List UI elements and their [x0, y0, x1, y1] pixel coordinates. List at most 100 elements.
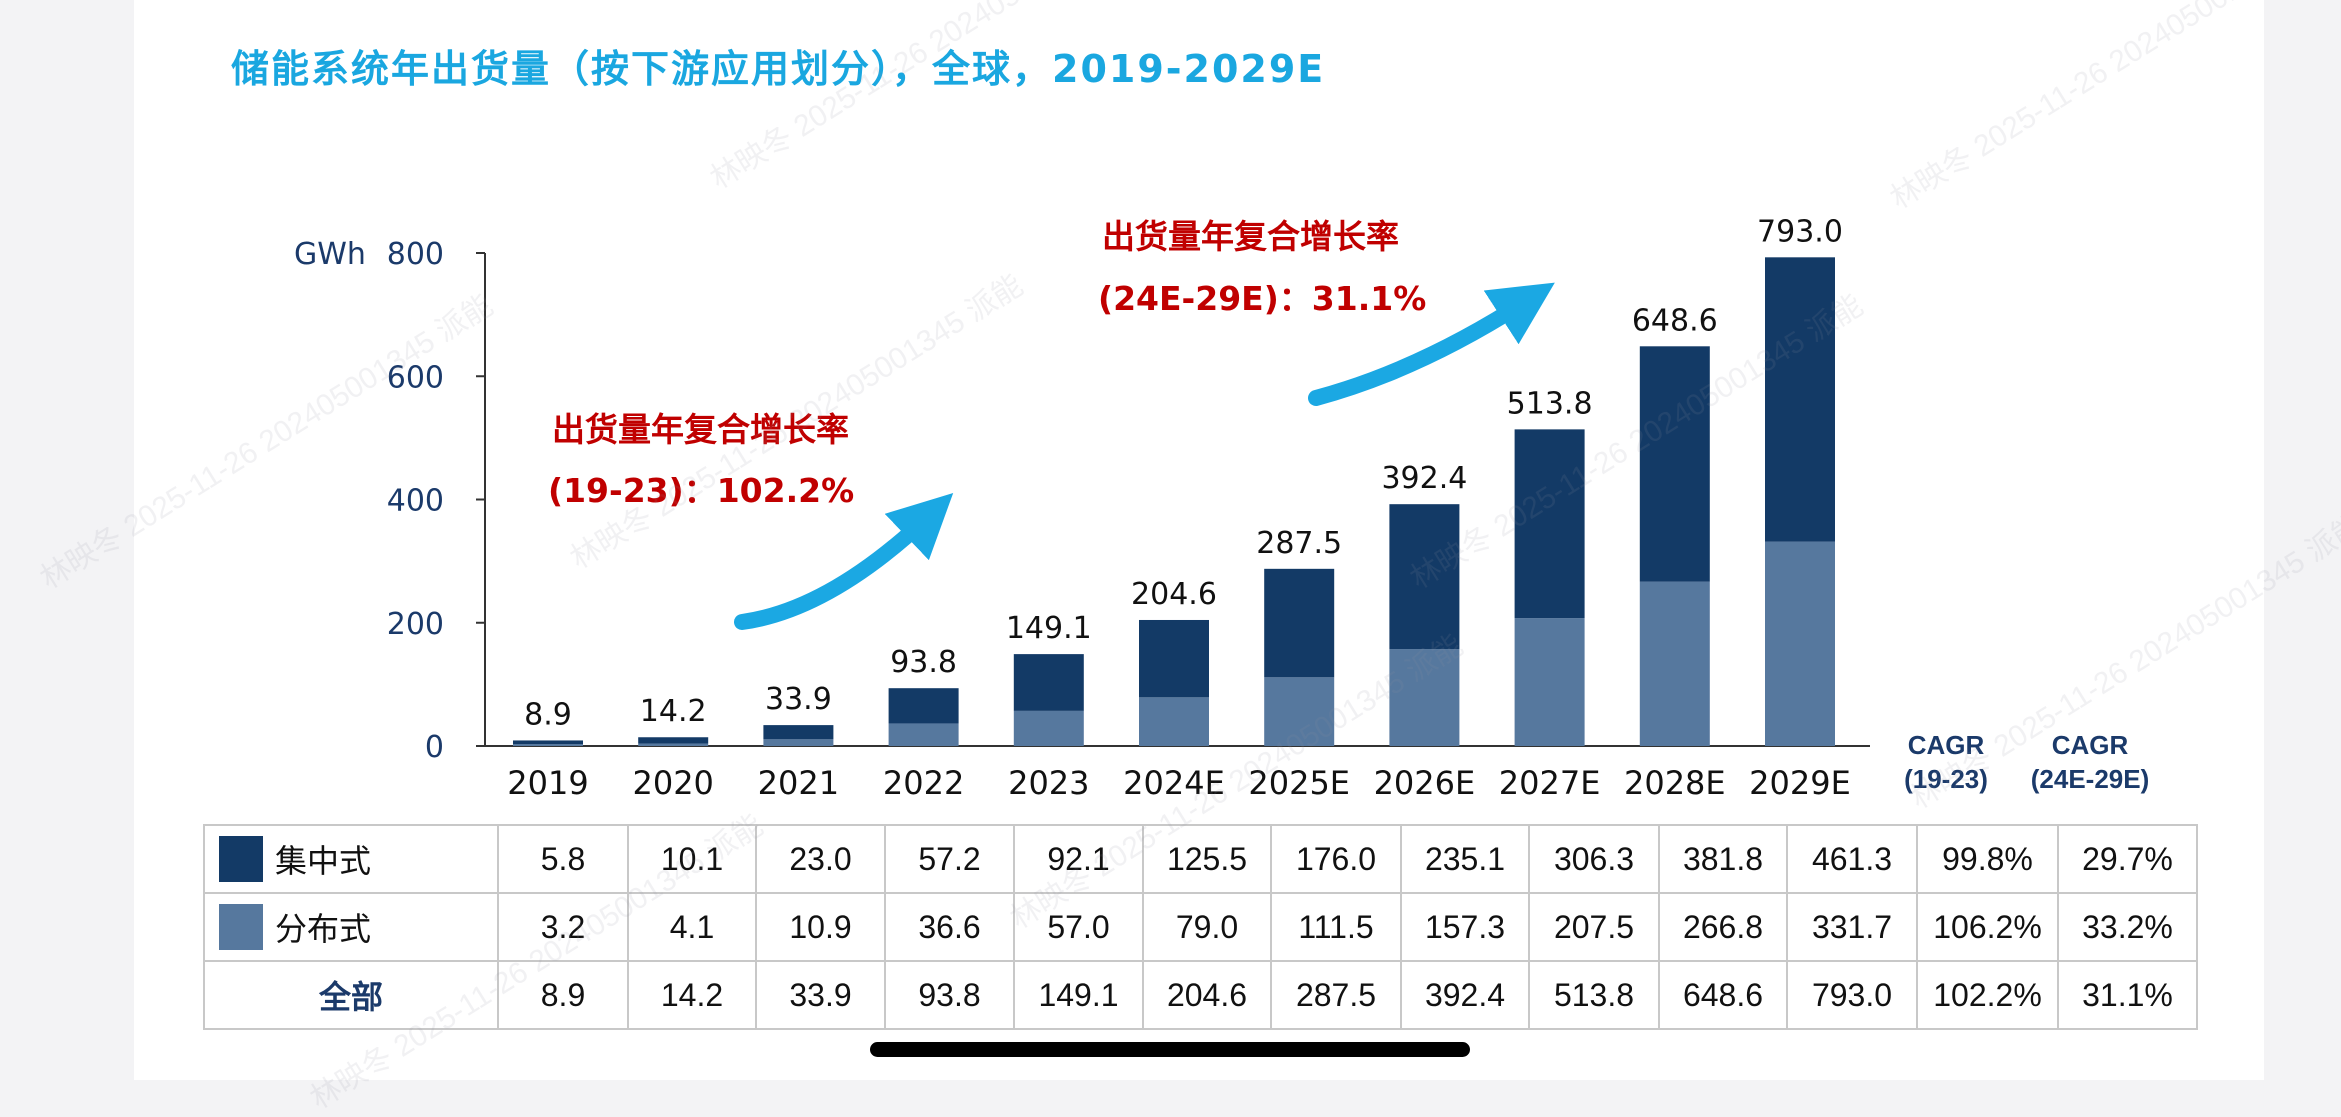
- value-cell: 36.6: [884, 892, 1015, 962]
- x-tick-label: 2022: [883, 764, 964, 802]
- value-cell: 331.7: [1786, 892, 1918, 962]
- bar-segment: [638, 737, 709, 744]
- table-row: 全部 8.9 14.2 33.9 93.8 149.1 204.6 287.5 392.4 513…: [203, 960, 2198, 1030]
- value-cell: 92.1: [1013, 824, 1144, 894]
- bar-total-label: 14.2: [640, 694, 707, 729]
- value-cell: 57.2: [884, 824, 1015, 894]
- bar-segment: [513, 744, 583, 746]
- value-cell: 93.8: [884, 960, 1015, 1030]
- y-tick-label: 600: [387, 360, 444, 395]
- cagr-annotation-2-value: (24E-29E)：31.1%: [1098, 279, 1427, 318]
- cagr-header: CAGR: [2052, 730, 2129, 760]
- bar-total-label: 33.9: [765, 682, 832, 717]
- bar-segment: [763, 725, 834, 740]
- bar-segment: [763, 739, 834, 746]
- cagr-cell: 102.2%: [1916, 960, 2059, 1030]
- bar-segment: [1013, 654, 1084, 711]
- cagr-header-period: (24E-29E): [2031, 764, 2150, 794]
- value-cell: 10.1: [627, 824, 757, 894]
- value-cell: 235.1: [1400, 824, 1530, 894]
- chart-title: 储能系统年出货量（按下游应用划分），全球，2019-2029E: [231, 47, 1326, 91]
- value-cell: 8.9: [497, 960, 629, 1030]
- value-cell: 5.8: [497, 824, 629, 894]
- stacked-bar-chart: 0 200 400 600 800 GWh 2019 2020 2021 2022 2023 2024…: [294, 214, 2150, 802]
- bar-segment: [1765, 541, 1835, 746]
- growth-arrow-1: [734, 492, 954, 630]
- value-cell: 266.8: [1658, 892, 1788, 962]
- table-row: 分布式 3.2 4.1 10.9 36.6 57.0 79.0 111.5 157.3 207.5…: [203, 892, 2198, 962]
- bar-total-label: 204.6: [1131, 577, 1217, 612]
- bar-segment: [1389, 649, 1460, 746]
- value-cell: 111.5: [1270, 892, 1402, 962]
- x-tick-label: 2028E: [1624, 764, 1726, 802]
- bar-segment: [1013, 710, 1084, 746]
- x-tick-label: 2024E: [1123, 764, 1225, 802]
- value-cell: 3.2: [497, 892, 629, 962]
- value-cell: 79.0: [1142, 892, 1272, 962]
- value-cell: 204.6: [1142, 960, 1272, 1030]
- x-tick-label: 2023: [1008, 764, 1089, 802]
- x-tick-label: 2026E: [1374, 764, 1476, 802]
- x-tick-label: 2027E: [1499, 764, 1601, 802]
- y-tick-label: 200: [387, 607, 444, 642]
- value-cell: 392.4: [1400, 960, 1530, 1030]
- cagr-header: CAGR: [1908, 730, 1985, 760]
- bar-segment: [1264, 677, 1335, 746]
- legend-swatch: [219, 836, 263, 882]
- value-cell: 157.3: [1400, 892, 1530, 962]
- value-cell: 287.5: [1270, 960, 1402, 1030]
- bar-total-label: 93.8: [890, 645, 957, 680]
- bar-segment: [1639, 346, 1710, 582]
- x-tick-label: 2029E: [1749, 764, 1851, 802]
- cagr-header-period: (19-23): [1904, 764, 1988, 794]
- row-label: 分布式: [203, 892, 499, 962]
- bar-segment: [1514, 618, 1585, 746]
- legend-label: 分布式: [275, 910, 372, 948]
- bar-total-label: 287.5: [1256, 526, 1342, 561]
- cagr-cell: 29.7%: [2057, 824, 2198, 894]
- bar-segment: [888, 723, 959, 746]
- value-cell: 57.0: [1013, 892, 1144, 962]
- cagr-annotation-2-title: 出货量年复合增长率: [1102, 217, 1399, 256]
- bar-segment: [1264, 568, 1335, 678]
- y-tick-label: 800: [387, 237, 444, 272]
- x-tick-label: 2025E: [1248, 764, 1350, 802]
- bar-total-label: 648.6: [1632, 303, 1718, 338]
- bar-total-label: 8.9: [524, 697, 572, 732]
- table-row: 集中式 5.8 10.1 23.0 57.2 92.1 125.5 176.0 235.1 306…: [203, 824, 2198, 894]
- total-label: 全部: [318, 978, 383, 1016]
- home-indicator[interactable]: [870, 1042, 1470, 1057]
- y-tick-label: 400: [387, 484, 444, 519]
- value-cell: 176.0: [1270, 824, 1402, 894]
- row-label: 集中式: [203, 824, 499, 894]
- bar-segment: [1639, 581, 1710, 746]
- value-cell: 381.8: [1658, 824, 1788, 894]
- value-cell: 306.3: [1528, 824, 1660, 894]
- value-cell: 207.5: [1528, 892, 1660, 962]
- cagr-cell: 106.2%: [1916, 892, 2059, 962]
- cagr-cell: 31.1%: [2057, 960, 2198, 1030]
- value-cell: 10.9: [755, 892, 886, 962]
- bar-segment: [513, 740, 583, 745]
- value-cell: 513.8: [1528, 960, 1660, 1030]
- bar-segment: [1139, 697, 1209, 746]
- value-cell: 14.2: [627, 960, 757, 1030]
- cagr-annotation-1-value: (19-23)：102.2%: [548, 471, 855, 510]
- y-axis-unit: GWh: [294, 237, 366, 272]
- value-cell: 125.5: [1142, 824, 1272, 894]
- x-tick-label: 2020: [632, 764, 713, 802]
- value-cell: 793.0: [1786, 960, 1918, 1030]
- bar-segment: [1765, 257, 1835, 542]
- growth-arrow-2: [1308, 282, 1555, 406]
- cagr-annotation-1-title: 出货量年复合增长率: [552, 410, 849, 449]
- legend-label: 集中式: [275, 842, 372, 880]
- bar-segment: [1139, 619, 1209, 698]
- value-cell: 4.1: [627, 892, 757, 962]
- value-cell: 33.9: [755, 960, 886, 1030]
- cagr-cell: 99.8%: [1916, 824, 2059, 894]
- y-tick-label: 0: [425, 730, 444, 765]
- bar-total-label: 149.1: [1006, 611, 1092, 646]
- value-cell: 149.1: [1013, 960, 1144, 1030]
- value-cell: 23.0: [755, 824, 886, 894]
- bar-segment: [638, 743, 709, 746]
